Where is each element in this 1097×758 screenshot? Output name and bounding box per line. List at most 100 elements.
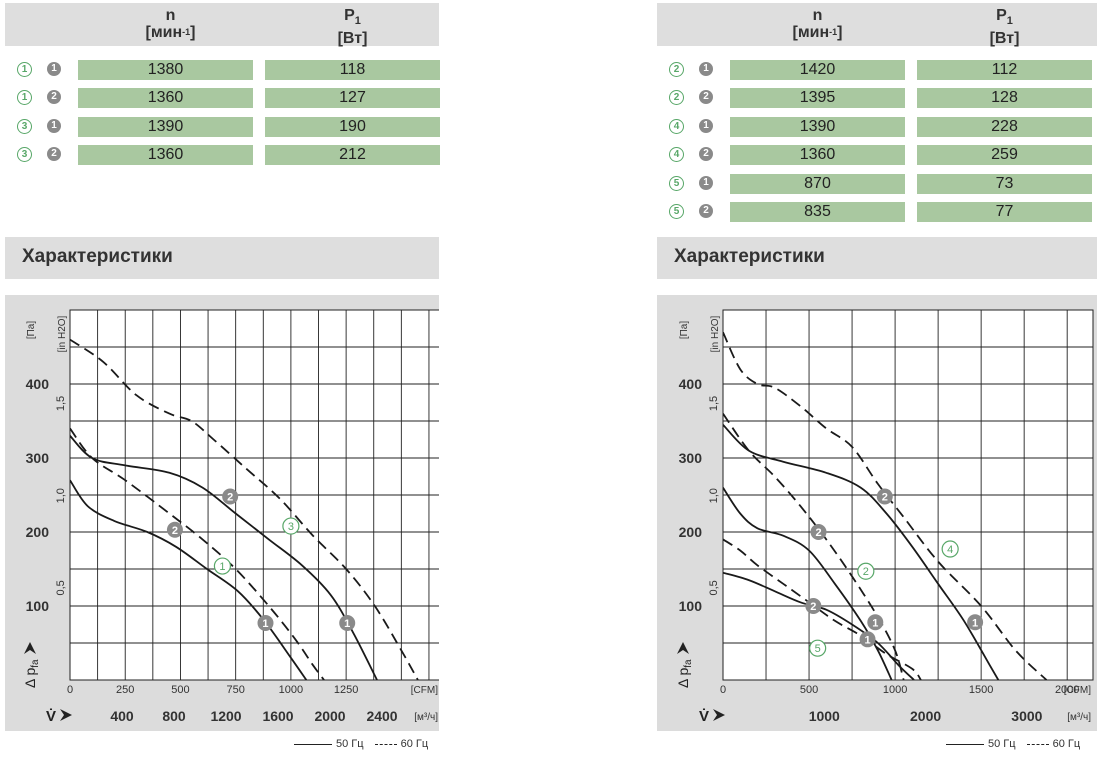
y-tick-label: 400 bbox=[679, 376, 703, 392]
chart-panel-right: 100 200 300 400 0,5 1,0 1,5 [Па] [in H2O] Δ pfa 0 5… bbox=[657, 295, 1097, 731]
mode-number-icon: 2 bbox=[699, 90, 713, 105]
y-axis-title: Δ pfa bbox=[675, 659, 694, 688]
y-tick-label: 200 bbox=[679, 524, 703, 540]
x2-tick-label: 3000 bbox=[1011, 708, 1042, 724]
y2-tick-label: 1,0 bbox=[55, 488, 67, 503]
speed-column-header: n [мин-1] bbox=[730, 3, 905, 41]
y-tick-label: 100 bbox=[26, 598, 50, 614]
power-cell: 228 bbox=[917, 116, 1092, 137]
y-tick-label: 400 bbox=[26, 376, 50, 392]
y-axis-title: Δ pfa bbox=[22, 659, 41, 688]
speed-cell: 1395 bbox=[730, 88, 905, 109]
x-axis-title: V̇ bbox=[699, 708, 709, 725]
curve-marker-open bbox=[941, 540, 959, 558]
x-tick-label: 0 bbox=[67, 684, 73, 696]
curve-marker-label: 1 bbox=[972, 617, 978, 629]
chart-panel-left: 100 200 300 400 0,5 1,0 1,5 [Па] [in H2O] Δ pfa 0 2… bbox=[5, 295, 439, 731]
legend-50hz: 50 Гц bbox=[336, 738, 364, 750]
y-axis-arrow-icon bbox=[24, 642, 36, 654]
power-cell: 190 bbox=[265, 116, 440, 137]
curve-marker-label: 2 bbox=[882, 491, 888, 503]
x-tick-label: 1250 bbox=[334, 684, 358, 696]
curve-marker-label: 5 bbox=[815, 643, 821, 655]
speed-cell: 1380 bbox=[78, 60, 253, 80]
y-axis-arrow-icon bbox=[677, 642, 689, 654]
power-label: P1 bbox=[344, 7, 361, 28]
curve-marker-filled bbox=[859, 631, 876, 648]
x2-tick-label: 1600 bbox=[262, 708, 293, 724]
series-line-curve-1-mode-2 bbox=[70, 427, 325, 680]
section-title-left: Характеристики bbox=[22, 246, 173, 267]
curve-marker-label: 1 bbox=[864, 634, 870, 646]
x-unit-label: [CFM] bbox=[411, 685, 438, 696]
speed-unit: [мин-1] bbox=[145, 24, 196, 41]
left-table-header: n [мин-1] P1 [Вт] bbox=[5, 3, 440, 47]
section-title-right: Характеристики bbox=[674, 246, 825, 267]
power-unit: [Вт] bbox=[337, 30, 368, 48]
x2-unit-label: [м³/ч] bbox=[414, 712, 438, 723]
speed-cell: 1360 bbox=[78, 145, 253, 166]
x2-tick-label: 1000 bbox=[809, 708, 840, 724]
x-axis-title: V̇ bbox=[46, 708, 56, 725]
series-line-curve-5-mode-2 bbox=[723, 538, 922, 680]
x-tick-label: 1000 bbox=[883, 684, 907, 696]
series-line-curve-3-mode-1 bbox=[70, 435, 378, 680]
dashed-line-swatch bbox=[1026, 743, 1049, 745]
speed-cell: 1420 bbox=[730, 60, 905, 80]
mode-number-icon: 1 bbox=[699, 118, 713, 133]
curve-marker-filled bbox=[867, 614, 884, 631]
speed-column-header: n [мин-1] bbox=[83, 3, 258, 41]
table-row: 3 1 1390 190 bbox=[5, 116, 445, 137]
mode-number-icon: 2 bbox=[699, 147, 713, 162]
power-cell: 73 bbox=[917, 173, 1092, 194]
fan-curve-chart-left: 100 200 300 400 0,5 1,0 1,5 [Па] [in H2O] Δ pfa 0 2… bbox=[22, 309, 439, 725]
speed-label: n bbox=[812, 7, 823, 24]
curve-marker-label: 2 bbox=[815, 527, 821, 539]
table-row: 4 1 1390 228 bbox=[657, 116, 1097, 137]
x-unit-label: [CFM] bbox=[1064, 685, 1091, 696]
curve-number-icon: 4 bbox=[669, 147, 684, 163]
series-line-curve-3-mode-2 bbox=[70, 338, 419, 680]
curve-number-icon: 4 bbox=[669, 118, 684, 134]
curve-marker-label: 1 bbox=[262, 618, 268, 630]
curve-number-icon: 3 bbox=[17, 118, 32, 134]
x-tick-label: 500 bbox=[800, 684, 818, 696]
curve-marker-filled bbox=[805, 598, 822, 614]
curve-marker-label: 1 bbox=[872, 617, 878, 629]
x-tick-label: 1500 bbox=[969, 684, 993, 696]
legend-60hz: 60 Гц bbox=[400, 738, 429, 750]
y-tick-label: 300 bbox=[679, 450, 703, 466]
power-column-header: P1 [Вт] bbox=[265, 3, 440, 47]
curve-marker-label: 2 bbox=[863, 566, 869, 578]
curve-marker-label: 2 bbox=[810, 601, 816, 613]
curve-marker-filled bbox=[166, 521, 183, 538]
y-tick-label: 200 bbox=[26, 524, 50, 540]
y-unit-label: [Па] bbox=[679, 321, 690, 340]
x-tick-label: 2000 bbox=[1055, 684, 1079, 696]
curve-marker-label: 1 bbox=[344, 618, 350, 630]
curve-marker-label: 2 bbox=[227, 491, 233, 503]
power-cell: 77 bbox=[917, 202, 1092, 222]
y2-unit-label: [in H2O] bbox=[710, 315, 721, 352]
curve-marker-filled bbox=[222, 488, 239, 505]
table-row: 2 1 1420 112 bbox=[657, 60, 1097, 80]
table-row: 5 2 835 77 bbox=[657, 202, 1097, 222]
mode-number-icon: 1 bbox=[47, 62, 61, 76]
x2-tick-label: 2400 bbox=[366, 708, 397, 724]
mode-number-icon: 2 bbox=[699, 204, 713, 218]
mode-number-icon: 2 bbox=[47, 147, 61, 162]
speed-label: n bbox=[165, 7, 176, 24]
x2-tick-label: 1200 bbox=[210, 708, 241, 724]
solid-line-swatch bbox=[294, 743, 332, 745]
power-cell: 118 bbox=[265, 60, 440, 80]
y2-tick-label: 1,5 bbox=[55, 396, 67, 411]
curve-marker-filled bbox=[810, 524, 827, 540]
speed-cell: 1390 bbox=[730, 116, 905, 137]
right-table-header: n [мин-1] P1 [Вт] bbox=[657, 3, 1097, 47]
section-bar-right bbox=[657, 237, 1097, 279]
curve-marker-label: 4 bbox=[947, 544, 953, 556]
y-unit-label: [Па] bbox=[26, 321, 37, 340]
legend-right: 50 Гц 60 Гц bbox=[946, 737, 1080, 751]
series-line-curve-1-mode-1 bbox=[70, 479, 308, 680]
speed-cell: 1360 bbox=[78, 88, 253, 109]
